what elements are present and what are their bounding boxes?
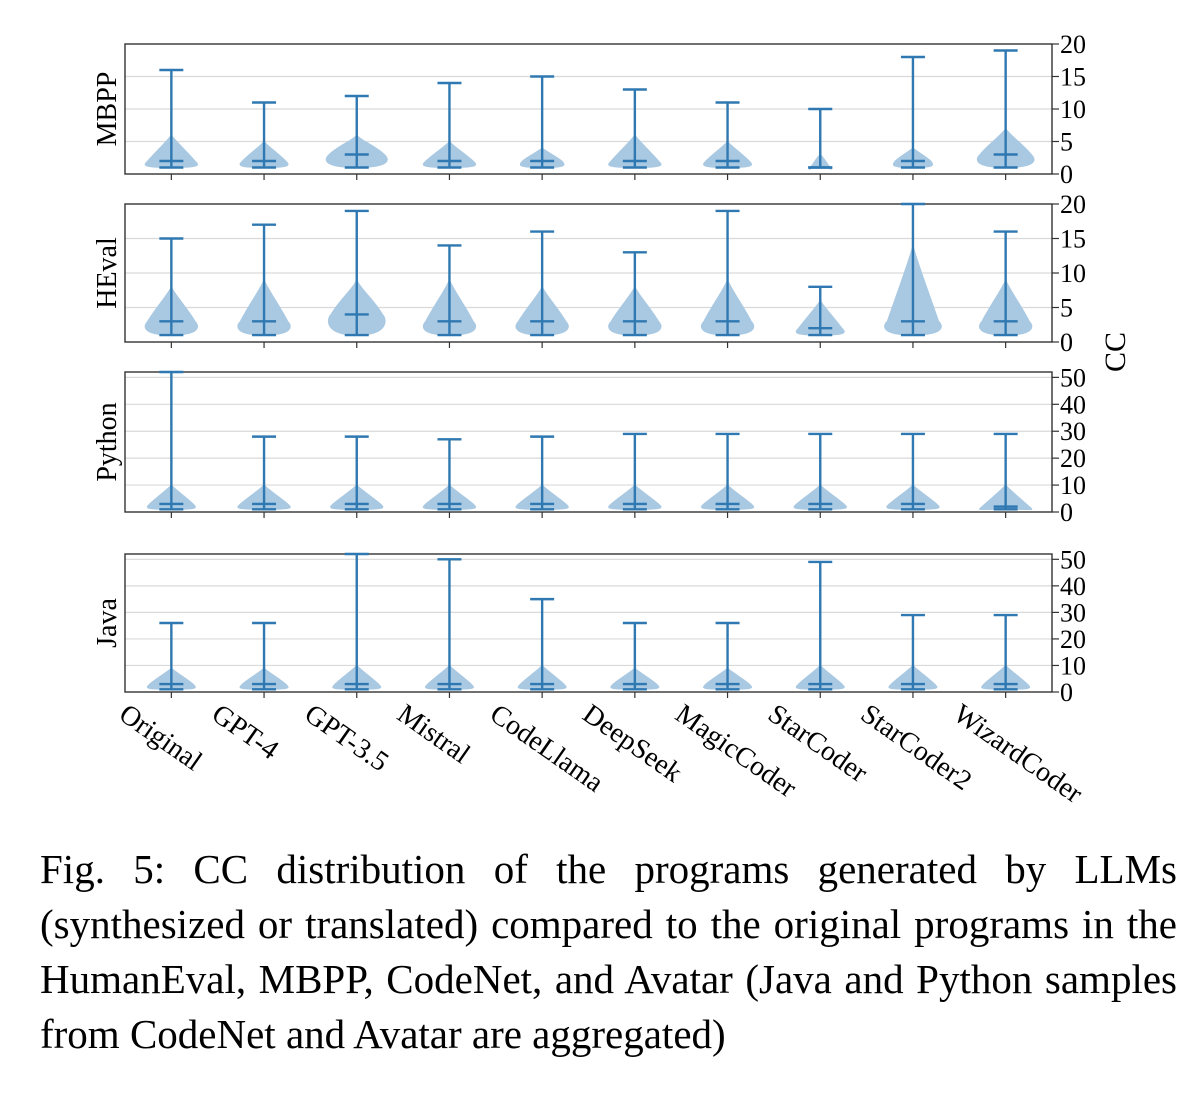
y-tick-label: 30: [1060, 598, 1086, 627]
y-tick-label: 20: [1060, 30, 1086, 59]
panel-label: HEval: [92, 237, 123, 309]
violin-chart-svg: 05101520MBPP05101520HEval01020304050Pyth…: [92, 30, 1132, 810]
violin-codellama: [515, 435, 569, 511]
x-tick-label: Original: [113, 698, 207, 777]
plot-frame: [124, 553, 1053, 693]
y-tick-label: 10: [1060, 471, 1086, 500]
y-tick-label: 0: [1060, 160, 1073, 189]
violin-mistral: [422, 244, 477, 337]
x-tick-label: Mistral: [391, 698, 475, 770]
y-tick-label: 0: [1060, 498, 1073, 527]
violin-original: [144, 68, 198, 169]
y-tick-label: 20: [1060, 625, 1086, 654]
panel-mbpp: 0 5 10 15 20 MBPP: [92, 30, 1086, 189]
violin-starcoder: [795, 560, 845, 691]
x-tick-label: GPT-4: [206, 698, 284, 766]
y-tick-label: 20: [1060, 190, 1086, 219]
violin-starcoder: [808, 107, 833, 170]
panel-label: MBPP: [92, 72, 123, 147]
violin-deepseek: [610, 621, 660, 691]
y-tick-label: 10: [1060, 259, 1086, 288]
violin-starcoder: [793, 432, 847, 511]
violin-original: [146, 370, 196, 511]
violin-deepseek: [608, 251, 662, 337]
violin-original: [146, 621, 196, 691]
violin-deepseek: [608, 88, 662, 169]
y-tick-label: 0: [1060, 678, 1073, 707]
violin-mistral: [422, 438, 477, 511]
violin-starcoder2: [888, 613, 938, 691]
violin-original: [144, 237, 198, 337]
violin-wizardcoder: [979, 230, 1033, 337]
y-tick-label: 50: [1060, 363, 1086, 392]
x-tick-label: GPT-3.5: [299, 698, 394, 778]
violin-magiccoder: [700, 209, 755, 337]
y-tick-label: 10: [1060, 95, 1086, 124]
chart-panels: 05101520MBPP05101520HEval01020304050Pyth…: [92, 30, 1086, 707]
violin-gpt-4: [239, 101, 289, 169]
y-tick-label: 5: [1060, 294, 1073, 323]
plot-frame: [124, 371, 1053, 513]
violin-figure: 0 5 10 15 20 MBPP 0 5 10 15 20 HEval 0 10 20 30 40 50 Pyth…: [92, 30, 1132, 810]
violin-codellama: [519, 75, 565, 169]
x-tick-label: WizardCoder: [948, 698, 1089, 810]
y-tick-label: 0: [1060, 328, 1073, 357]
y-tick-label: 20: [1060, 444, 1086, 473]
violin-starcoder2: [884, 202, 942, 337]
violin-deepseek: [608, 432, 662, 511]
violin-gpt-4: [239, 621, 289, 691]
violin-gpt-3-5: [332, 552, 382, 691]
y-tick-label: 15: [1060, 225, 1086, 254]
panel-label: Python: [92, 402, 123, 481]
violin-starcoder: [795, 285, 845, 337]
violin-gpt-3-5: [325, 94, 388, 169]
violin-wizardcoder: [979, 432, 1033, 511]
violin-gpt-3-5: [330, 435, 384, 511]
violin-gpt-4: [237, 435, 291, 511]
y-tick-label: 5: [1060, 128, 1073, 157]
violin-magiccoder: [703, 101, 752, 169]
violin-mistral: [422, 81, 477, 169]
y-tick-label: 30: [1060, 417, 1086, 446]
violin-wizardcoder: [981, 613, 1031, 691]
panel-label: Java: [92, 598, 123, 648]
violin-magiccoder: [700, 432, 755, 511]
violin-magiccoder: [703, 621, 752, 691]
y-tick-label: 10: [1060, 651, 1086, 680]
y-tick-label: 40: [1060, 572, 1086, 601]
y-tick-label: 50: [1060, 545, 1086, 574]
violin-starcoder2: [892, 55, 933, 169]
violin-wizardcoder: [976, 49, 1035, 169]
shared-y-axis-label: CC: [1099, 332, 1132, 372]
figure-caption: Fig. 5: CC distribution of the programs …: [40, 846, 1177, 1057]
panel-heval: 0 5 10 15 20 HEval: [92, 190, 1086, 357]
y-tick-label: 40: [1060, 390, 1086, 419]
y-tick-label: 15: [1060, 63, 1086, 92]
violin-starcoder2: [886, 432, 940, 511]
violin-gpt-4: [237, 223, 291, 337]
violin-codellama: [515, 230, 569, 337]
violin-codellama: [517, 597, 567, 691]
violin-mistral: [425, 558, 474, 691]
violin-gpt-3-5: [328, 209, 386, 337]
